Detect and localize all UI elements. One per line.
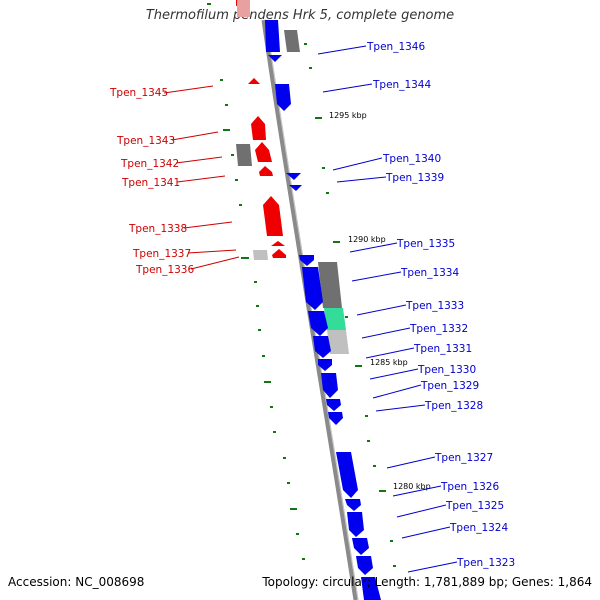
rna-feature[interactable]: [318, 262, 342, 308]
gene-label[interactable]: Tpen_1346: [366, 41, 425, 53]
gene-label[interactable]: Tpen_1336: [135, 264, 194, 276]
reverse-gene-labels: Tpen_1345 Tpen_1343 Tpen_1342 Tpen_1341 …: [109, 87, 194, 276]
gene-label[interactable]: Tpen_1333: [405, 300, 464, 312]
gene-arrow[interactable]: [289, 185, 302, 191]
gene-arrow[interactable]: [251, 116, 266, 140]
gene-arrow[interactable]: [255, 142, 272, 162]
gene-arrow[interactable]: [275, 84, 291, 111]
gene-arrow[interactable]: [248, 78, 260, 84]
gene-label[interactable]: Tpen_1327: [434, 452, 493, 464]
gene-label[interactable]: Tpen_1341: [121, 177, 180, 189]
scale-label: 1285 kbp: [370, 358, 408, 367]
forward-label-lines: [317, 45, 458, 573]
gene-label[interactable]: Tpen_1345: [109, 87, 168, 99]
genome-summary: Topology: circular; Length: 1,781,889 bp…: [262, 575, 592, 589]
gene-label[interactable]: Tpen_1343: [116, 135, 175, 147]
forward-strand-features: [265, 20, 381, 600]
gene-arrow[interactable]: [259, 166, 273, 176]
gene-arrow[interactable]: [299, 255, 314, 266]
gene-label[interactable]: Tpen_1339: [385, 172, 444, 184]
gene-label[interactable]: Tpen_1323: [456, 557, 515, 569]
gene-arrow[interactable]: [302, 267, 323, 310]
gene-label[interactable]: Tpen_1326: [440, 481, 499, 493]
gene-arrow[interactable]: [313, 336, 331, 358]
gene-arrow[interactable]: [336, 452, 358, 498]
gene-arrow[interactable]: [326, 399, 341, 411]
gene-arrow[interactable]: [263, 196, 283, 236]
gene-arrow[interactable]: [272, 249, 286, 258]
rna-feature[interactable]: [327, 330, 349, 354]
gene-arrow[interactable]: [328, 412, 343, 425]
scale-label: 1290 kbp: [348, 235, 386, 244]
gene-label[interactable]: Tpen_1331: [413, 343, 472, 355]
scale-label: 1280 kbp: [393, 482, 431, 491]
gene-arrow[interactable]: [271, 241, 285, 246]
gene-arrow[interactable]: [318, 359, 332, 371]
gene-label[interactable]: Tpen_1332: [409, 323, 468, 335]
gene-arrow[interactable]: [345, 499, 361, 511]
rna-features: [236, 0, 349, 354]
gene-label[interactable]: Tpen_1325: [445, 500, 504, 512]
gene-label[interactable]: Tpen_1337: [132, 248, 191, 260]
gene-label[interactable]: Tpen_1330: [417, 364, 476, 376]
gene-arrow[interactable]: [286, 173, 301, 180]
gene-arrow[interactable]: [347, 512, 364, 537]
accession-text: Accession: NC_008698: [8, 575, 145, 589]
gene-arrow[interactable]: [321, 373, 338, 398]
reverse-label-lines: [163, 85, 240, 270]
rna-feature[interactable]: [324, 308, 346, 330]
gene-label[interactable]: Tpen_1338: [128, 223, 187, 235]
gene-label[interactable]: Tpen_1340: [382, 153, 441, 165]
gene-label[interactable]: Tpen_1335: [396, 238, 455, 250]
gene-arrow[interactable]: [265, 20, 280, 52]
gene-label[interactable]: Tpen_1342: [120, 158, 179, 170]
gene-label[interactable]: Tpen_1324: [449, 522, 508, 534]
rna-feature[interactable]: [236, 144, 252, 166]
gene-label[interactable]: Tpen_1334: [400, 267, 459, 279]
gene-label[interactable]: Tpen_1344: [372, 79, 431, 91]
forward-gene-labels: Tpen_1346 Tpen_1344 Tpen_1340 Tpen_1339 …: [366, 41, 515, 569]
gene-label[interactable]: Tpen_1328: [424, 400, 483, 412]
rna-feature[interactable]: [253, 250, 268, 260]
genome-backbone-highlight: [265, 19, 359, 600]
rna-feature[interactable]: [284, 30, 300, 52]
gene-label[interactable]: Tpen_1329: [420, 380, 479, 392]
gene-arrow[interactable]: [352, 538, 369, 555]
gene-arrow[interactable]: [356, 556, 373, 575]
gene-arrow[interactable]: [268, 55, 282, 62]
gene-arrow[interactable]: [308, 311, 328, 336]
rna-feature[interactable]: [237, 0, 250, 17]
map-title: Thermofilum pendens Hrk 5, complete geno…: [145, 8, 455, 23]
scale-label: 1295 kbp: [329, 111, 367, 120]
scale-tick-marks: [207, 3, 396, 567]
gene-arrow[interactable]: [361, 577, 381, 600]
